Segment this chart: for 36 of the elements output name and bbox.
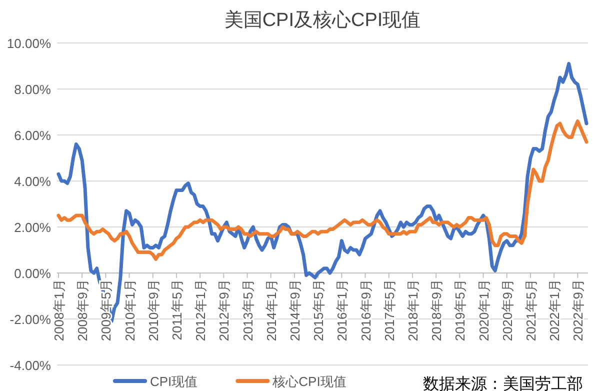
legend-label: CPI现值 (150, 374, 198, 389)
x-tick-label: 2008年9月 (75, 279, 90, 342)
y-tick-label: 6.00% (14, 128, 52, 143)
x-tick-label: 2012年1月 (193, 279, 208, 342)
x-tick-label: 2010年1月 (122, 279, 138, 342)
x-tick-label: 2017年5月 (382, 279, 397, 342)
x-tick-label: 2011年5月 (169, 279, 184, 340)
x-tick-label: 2018年9月 (429, 279, 444, 342)
x-tick-label: 2019年5月 (452, 279, 468, 342)
x-tick-label: 2016年9月 (358, 279, 374, 342)
y-tick-label: 10.00% (6, 36, 52, 51)
x-tick-label: 2014年9月 (287, 279, 302, 342)
x-tick-label: 2009年5月 (98, 279, 114, 342)
y-tick-label: 0.00% (14, 266, 52, 281)
x-tick-label: 2020年1月 (476, 279, 492, 342)
y-tick-label: -4.00% (10, 358, 52, 373)
x-tick-label: 2020年9月 (500, 279, 515, 342)
y-tick-label: -2.00% (10, 312, 52, 327)
x-tick-label: 2018年1月 (405, 279, 420, 342)
legend-label: 核心CPI现值 (272, 374, 346, 389)
x-tick-label: 2016年1月 (334, 279, 350, 342)
line-series (56, 119, 588, 261)
x-tick-label: 2010年9月 (146, 279, 161, 342)
y-tick-label: 2.00% (14, 220, 52, 235)
source-note: 数据来源：美国劳工部 (423, 375, 583, 391)
chart-title: 美国CPI及核心CPI现值 (224, 9, 421, 31)
x-tick-label: 2022年9月 (570, 279, 586, 342)
y-tick-label: 8.00% (14, 82, 52, 97)
x-tick-label: 2015年5月 (311, 279, 326, 342)
y-tick-label: 4.00% (14, 174, 52, 189)
x-tick-label: 2021年5月 (523, 279, 538, 342)
x-tick-label: 2013年5月 (240, 279, 256, 342)
x-tick-label: 2008年1月 (51, 279, 66, 342)
x-tick-label: 2014年1月 (264, 279, 279, 342)
x-tick-label: 2012年9月 (216, 279, 232, 342)
x-tick-label: 2022年1月 (547, 279, 562, 342)
